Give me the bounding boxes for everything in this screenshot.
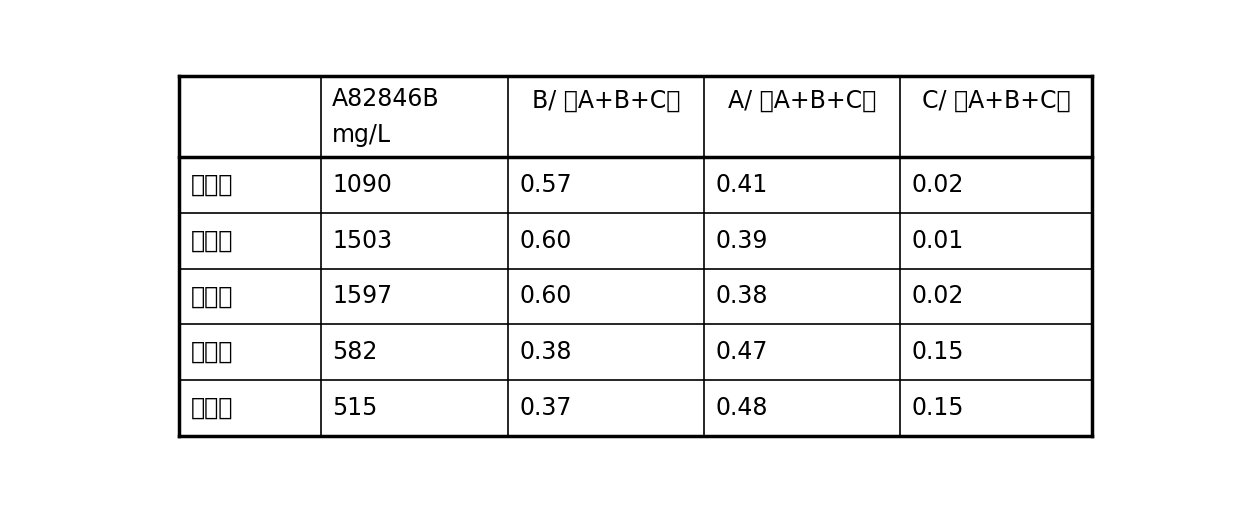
Text: 第四组: 第四组 xyxy=(191,340,233,364)
Text: 0.41: 0.41 xyxy=(715,173,768,197)
Text: 1597: 1597 xyxy=(332,284,392,308)
Text: 0.02: 0.02 xyxy=(911,173,965,197)
Text: 第二组: 第二组 xyxy=(191,229,233,253)
Text: 0.15: 0.15 xyxy=(911,340,965,364)
Text: C/ （A+B+C）: C/ （A+B+C） xyxy=(921,89,1070,113)
Text: 0.38: 0.38 xyxy=(715,284,768,308)
Text: 0.57: 0.57 xyxy=(520,173,572,197)
Text: 582: 582 xyxy=(332,340,377,364)
Text: 0.37: 0.37 xyxy=(520,396,572,420)
Text: 0.60: 0.60 xyxy=(520,284,572,308)
Text: 0.60: 0.60 xyxy=(520,229,572,253)
Text: 第三组: 第三组 xyxy=(191,284,233,308)
Text: 0.38: 0.38 xyxy=(520,340,572,364)
Text: 1090: 1090 xyxy=(332,173,392,197)
Text: A82846B: A82846B xyxy=(332,87,440,111)
Text: 第五组: 第五组 xyxy=(191,396,233,420)
Text: A/ （A+B+C）: A/ （A+B+C） xyxy=(728,89,877,113)
Text: mg/L: mg/L xyxy=(332,123,391,147)
Text: 0.47: 0.47 xyxy=(715,340,768,364)
Text: 0.39: 0.39 xyxy=(715,229,768,253)
Text: 1503: 1503 xyxy=(332,229,392,253)
Text: 515: 515 xyxy=(332,396,377,420)
Text: 第一组: 第一组 xyxy=(191,173,233,197)
Text: 0.02: 0.02 xyxy=(911,284,965,308)
Text: 0.15: 0.15 xyxy=(911,396,965,420)
Text: B/ （A+B+C）: B/ （A+B+C） xyxy=(532,89,680,113)
Text: 0.01: 0.01 xyxy=(911,229,963,253)
Text: 0.48: 0.48 xyxy=(715,396,768,420)
